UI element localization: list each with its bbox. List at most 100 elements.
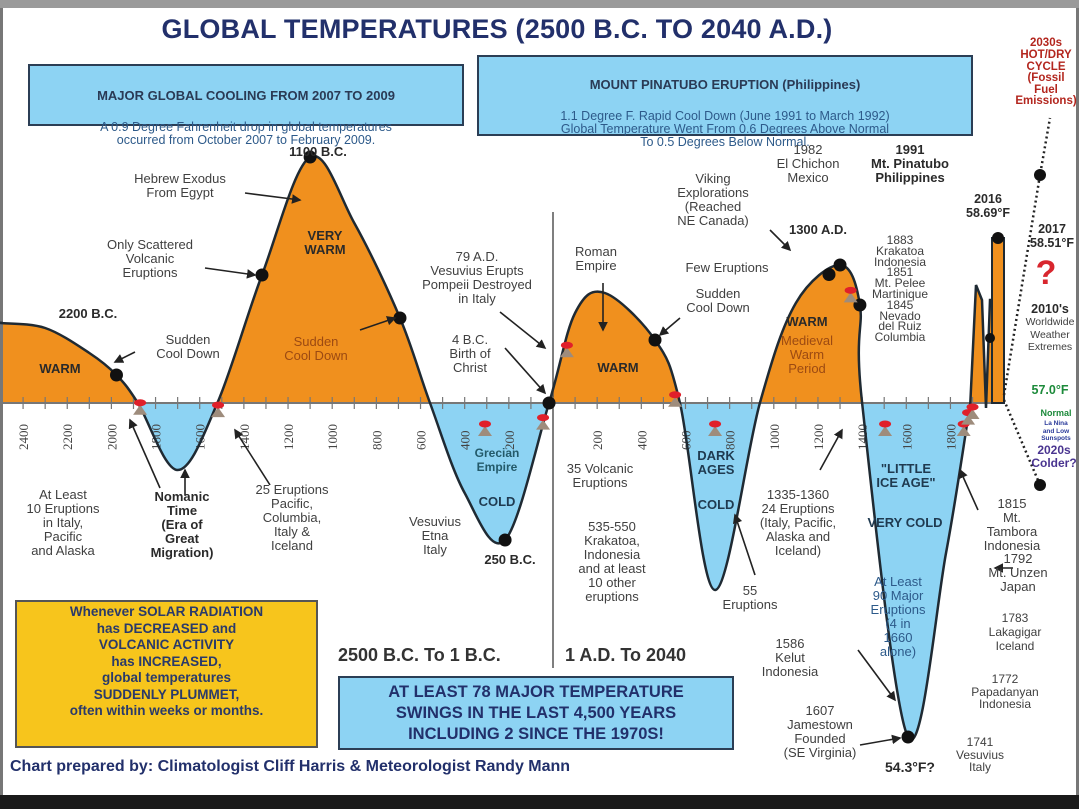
volcano-cone xyxy=(843,292,858,303)
label-cold-2: COLD xyxy=(697,497,735,512)
label-pinatubo: 1991 Mt. Pinatubo Philippines xyxy=(871,142,949,185)
label-2200bc: 2200 B.C. xyxy=(58,306,118,321)
volcano-icon xyxy=(843,286,858,303)
label-unzen: 1792 Mt. Unzen Japan xyxy=(988,551,1048,594)
eruption-plume xyxy=(669,391,682,399)
x-tick-label: 200 xyxy=(502,431,517,451)
label-dark-ages: DARK AGES xyxy=(697,448,735,477)
cooling-box: MAJOR GLOBAL COOLING FROM 2007 TO 2009 A… xyxy=(28,64,464,147)
x-tick-label: 2400 xyxy=(16,424,31,450)
label-90-eruptions: At Least 90 Major Eruptions (4 in 1660 a… xyxy=(870,574,926,659)
label-question: ? xyxy=(1035,254,1057,292)
eruption-plume xyxy=(966,403,979,411)
label-exodus: Hebrew Exodus From Egypt xyxy=(134,171,226,200)
annotation-arrow xyxy=(113,351,136,363)
label-very-warm: VERY WARM xyxy=(304,228,346,257)
label-tambora: 1815 Mt. Tambora Indonesia xyxy=(983,496,1041,553)
eruption-plume xyxy=(560,341,573,349)
label-vesuvius-1741: 1741 Vesuvius Italy xyxy=(955,735,1005,774)
label-10-eruptions: At Least 10 Eruptions in Italy, Pacific … xyxy=(26,487,100,558)
data-point xyxy=(901,730,915,744)
cold-area xyxy=(3,403,992,740)
label-cool-down-2: Sudden Cool Down xyxy=(284,334,348,363)
label-55-eruptions: 55 Eruptions xyxy=(722,583,778,612)
x-tick-label: 800 xyxy=(369,431,384,451)
annotation-arrow xyxy=(128,418,161,489)
volcano-icon xyxy=(477,420,492,436)
volcano-icon xyxy=(965,403,980,419)
volcano-icon xyxy=(536,414,551,430)
volcano-icon xyxy=(559,341,574,358)
volcano-icon xyxy=(668,391,683,407)
data-point xyxy=(303,150,317,164)
label-low-temp: 54.3°F? xyxy=(885,759,935,775)
x-tick-label: 200 xyxy=(590,431,605,451)
cooling-body: A 0.9 Degree Fahrenheit drop in global t… xyxy=(100,120,392,147)
data-point xyxy=(109,368,123,382)
label-modern-eruptions: 1883 Krakatoa Indonesia 1851 Mt. Pelee M… xyxy=(871,233,929,345)
label-2016: 2016 58.69°F xyxy=(966,192,1010,220)
pinatubo-box: MOUNT PINATUBO ERUPTION (Philippines) 1.… xyxy=(477,55,973,149)
annotation-arrow xyxy=(958,468,979,511)
volcano-cone xyxy=(477,426,492,436)
volcano-cone xyxy=(133,404,148,415)
volcano-cone xyxy=(965,409,980,419)
pinatubo-body: 1.1 Degree F. Rapid Cool Down (June 1991… xyxy=(560,109,890,149)
eruption-plume xyxy=(844,286,857,294)
annotation-arrow xyxy=(204,267,257,279)
chart-title: GLOBAL TEMPERATURES (2500 B.C. TO 2040 A… xyxy=(161,14,833,44)
data-point-2016 xyxy=(992,232,1004,244)
label-1335: 1335-1360 24 Eruptions (Italy, Pacific, … xyxy=(759,487,837,558)
label-cold-1: COLD xyxy=(478,494,516,509)
label-25-eruptions: 25 Eruptions Pacific, Columbia, Italy & … xyxy=(255,482,329,553)
label-papadanyan: 1772 Papadanyan Indonesia xyxy=(971,672,1039,711)
eruption-plume xyxy=(478,420,491,428)
label-roman-empire: Roman Empire xyxy=(575,244,617,273)
warm-area xyxy=(0,156,992,403)
label-krakatoa-535: 535-550 Krakatoa, Indonesia and at least… xyxy=(578,519,646,604)
x-tick-label: 800 xyxy=(723,431,738,451)
x-tick-label: 2200 xyxy=(60,424,75,450)
label-warm-2: WARM xyxy=(597,360,639,375)
label-little-ice-age: "LITTLE ICE AGE" xyxy=(876,461,936,490)
projection-down-line xyxy=(1002,399,1042,486)
label-lanina: La Nina and Low Sunspots xyxy=(1041,420,1071,442)
label-2017: 2017 58.51°F xyxy=(1030,222,1074,250)
label-kelut: 1586 Kelut Indonesia xyxy=(761,636,819,679)
range-ad-label: 1 A.D. To 2040 xyxy=(565,645,687,665)
label-vesuvius-79ad: 79 A.D. Vesuvius Erupts Pompeii Destroye… xyxy=(422,249,532,306)
label-very-cold: VERY COLD xyxy=(867,515,943,530)
x-tick-label: 1000 xyxy=(767,424,782,450)
annotation-arrow xyxy=(859,734,902,746)
volcano-cone xyxy=(668,396,683,407)
x-tick-label: 1200 xyxy=(281,424,296,450)
x-tick-label: 400 xyxy=(458,431,473,451)
label-nomanic: Nomanic Time (Era of Great Migration) xyxy=(150,489,214,560)
annotation-arrow xyxy=(244,192,302,204)
cooling-heading: MAJOR GLOBAL COOLING FROM 2007 TO 2009 xyxy=(97,88,395,103)
label-cool-down-3: Sudden Cool Down xyxy=(686,286,750,315)
annotation-arrow xyxy=(857,649,896,702)
frame-right xyxy=(1076,8,1079,795)
label-warm-1: WARM xyxy=(39,361,81,376)
volcano-cone xyxy=(211,407,226,418)
eruption-plume xyxy=(134,399,147,407)
label-normal-temp: 57.0°F xyxy=(1031,383,1069,397)
volcano-icon xyxy=(708,420,723,436)
label-extremes: Worldwide Weather Extremes xyxy=(1025,316,1075,353)
data-point xyxy=(822,268,836,281)
volcano-cone xyxy=(559,347,574,358)
annotation-arrow xyxy=(499,311,547,349)
annotation-arrow xyxy=(359,316,397,331)
data-point xyxy=(393,311,407,325)
label-250bc: 250 B.C. xyxy=(484,552,536,567)
annotation-arrow xyxy=(234,428,271,486)
label-warm-3: WARM xyxy=(786,314,828,329)
label-etna: Vesuvius Etna Italy xyxy=(408,514,462,557)
label-grecian: Grecian Empire xyxy=(474,446,520,474)
data-point xyxy=(542,396,556,410)
label-jamestown: 1607 Jamestown Founded (SE Virginia) xyxy=(783,703,857,760)
annotation-arrow xyxy=(658,317,681,337)
temperature-swings-box: AT LEAST 78 MAJOR TEMPERATURE SWINGS IN … xyxy=(338,676,734,750)
